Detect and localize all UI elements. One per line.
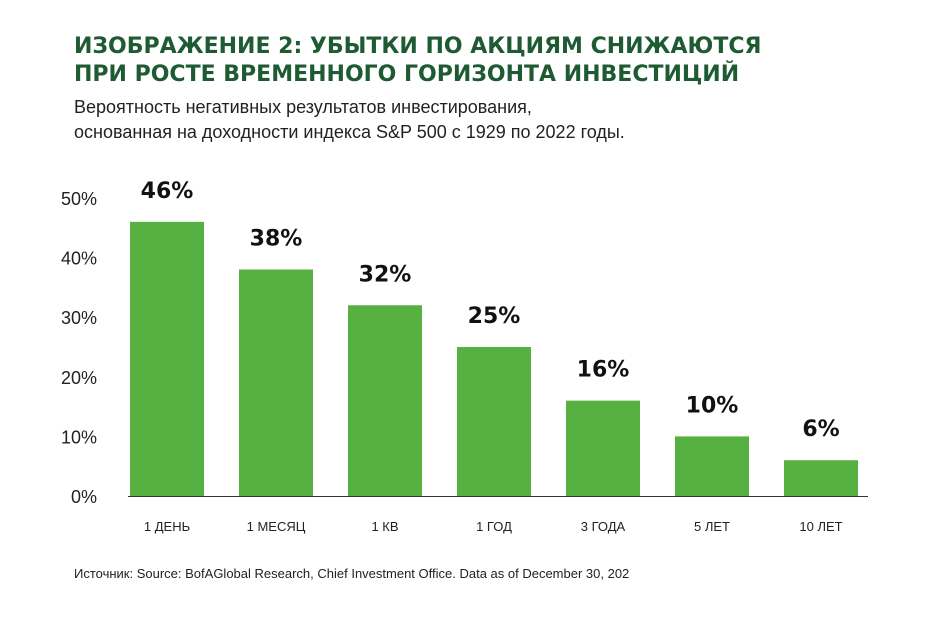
x-category-label: 3 ГОДА bbox=[581, 519, 626, 534]
bar-value-label: 16% bbox=[577, 358, 630, 383]
y-tick-label: 20% bbox=[61, 368, 97, 388]
bar-value-label: 6% bbox=[802, 417, 839, 442]
y-tick-label: 0% bbox=[71, 487, 97, 507]
bar bbox=[130, 221, 204, 496]
bar-value-label: 10% bbox=[686, 393, 739, 418]
x-category-label: 1 ДЕНЬ bbox=[144, 519, 190, 534]
source-note: Источник: Source: BofAGlobal Research, C… bbox=[74, 566, 630, 581]
chart-title-line-1: ИЗОБРАЖЕНИЕ 2: УБЫТКИ ПО АКЦИЯМ СНИЖАЮТС… bbox=[74, 34, 762, 59]
bar bbox=[784, 460, 858, 496]
x-category-label: 1 КВ bbox=[371, 519, 398, 534]
chart-title-line-2: ПРИ РОСТЕ ВРЕМЕННОГО ГОРИЗОНТА ИНВЕСТИЦИ… bbox=[74, 62, 740, 87]
bar-value-label: 38% bbox=[250, 227, 303, 252]
bar bbox=[457, 347, 531, 496]
x-category-label: 1 МЕСЯЦ bbox=[247, 519, 306, 534]
bar bbox=[348, 305, 422, 496]
y-tick-label: 30% bbox=[61, 308, 97, 328]
chart-title: ИЗОБРАЖЕНИЕ 2: УБЫТКИ ПО АКЦИЯМ СНИЖАЮТС… bbox=[74, 33, 874, 89]
bar-value-label: 32% bbox=[359, 262, 412, 287]
bar bbox=[566, 400, 640, 496]
chart-subtitle-line-2: основанная на доходности индекса S&P 500… bbox=[74, 122, 625, 142]
chart-subtitle-line-1: Вероятность негативных результатов инвес… bbox=[74, 97, 532, 117]
bar bbox=[239, 269, 313, 496]
chart-subtitle: Вероятность негативных результатов инвес… bbox=[74, 95, 894, 145]
bar-value-label: 46% bbox=[141, 179, 194, 204]
y-tick-label: 50% bbox=[61, 189, 97, 209]
x-category-label: 1 ГОД bbox=[476, 519, 512, 534]
y-tick-label: 10% bbox=[61, 427, 97, 447]
x-category-label: 10 ЛЕТ bbox=[799, 519, 842, 534]
bar bbox=[675, 436, 749, 496]
x-category-label: 5 ЛЕТ bbox=[694, 519, 730, 534]
y-tick-label: 40% bbox=[61, 249, 97, 269]
bar-value-label: 25% bbox=[468, 304, 521, 329]
